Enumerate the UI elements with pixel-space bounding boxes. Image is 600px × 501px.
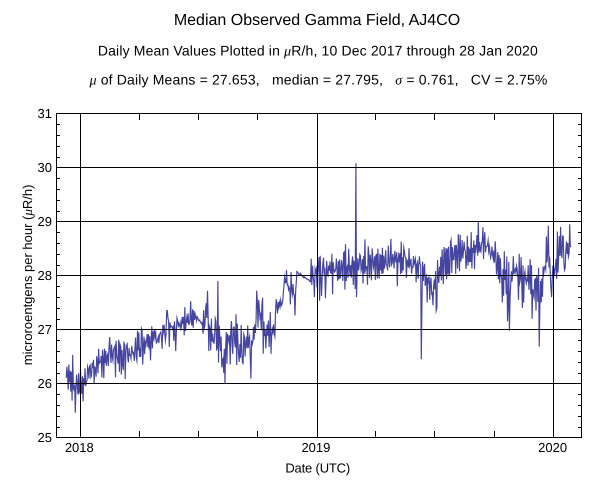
- svg-text:Daily Mean Values Plotted in μ: Daily Mean Values Plotted in μR/h, 10 De…: [98, 42, 538, 59]
- svg-text:31: 31: [38, 106, 52, 121]
- svg-text:Median Observed Gamma Field, A: Median Observed Gamma Field, AJ4CO: [174, 12, 460, 29]
- svg-text:29: 29: [38, 214, 52, 229]
- svg-text:microroentgens per hour (μR/h): microroentgens per hour (μR/h): [20, 185, 35, 366]
- svg-text:2018: 2018: [65, 440, 94, 455]
- svg-text:26: 26: [38, 376, 52, 391]
- svg-text:Date (UTC): Date (UTC): [285, 461, 350, 476]
- svg-text:28: 28: [38, 268, 52, 283]
- svg-text:25: 25: [38, 430, 52, 445]
- svg-text:μ of Daily Means = 27.653, m: μ of Daily Means = 27.653, median = 27.7…: [88, 71, 547, 88]
- svg-text:27: 27: [38, 322, 52, 337]
- svg-text:2019: 2019: [301, 440, 330, 455]
- svg-text:2020: 2020: [538, 440, 567, 455]
- svg-text:30: 30: [38, 160, 52, 175]
